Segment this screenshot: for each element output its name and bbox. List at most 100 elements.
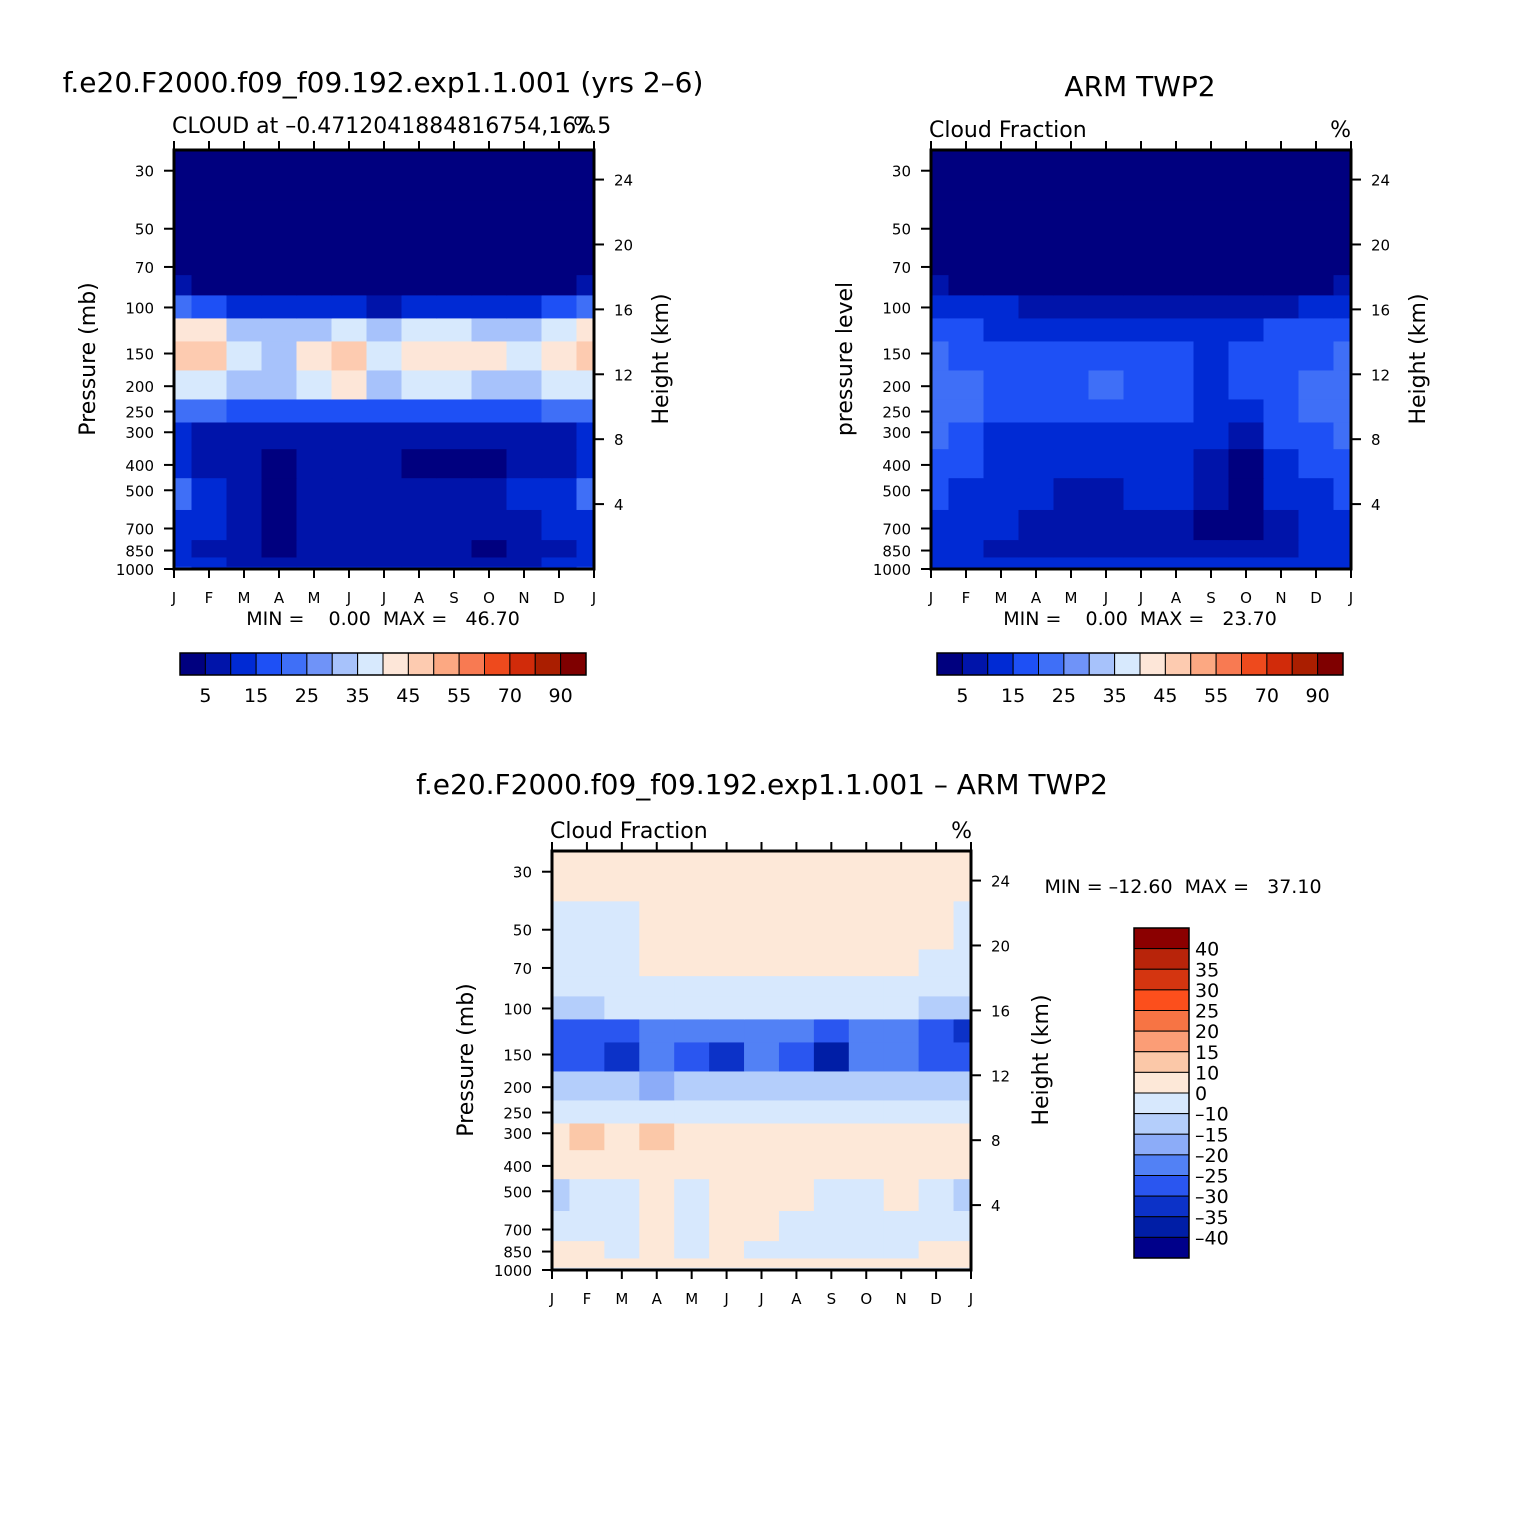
data-cell (1158, 509, 1195, 541)
data-cell (674, 851, 710, 902)
colorbar-swatch (458, 652, 485, 676)
data-cell (1228, 477, 1265, 510)
data-cell (552, 900, 571, 950)
data-cell (1088, 340, 1125, 371)
data-cell (948, 150, 985, 201)
x-tick-label: S (449, 589, 459, 607)
data-cell (226, 509, 263, 541)
data-cell (931, 199, 950, 249)
data-cell (953, 1099, 971, 1124)
data-cell (261, 274, 298, 296)
colorbar-swatch (1133, 1154, 1190, 1176)
colorbar-frame (936, 652, 1344, 676)
data-cell (709, 1240, 745, 1259)
data-cell (261, 398, 298, 423)
x-tick-label: O (1240, 589, 1252, 607)
y-tick-label: 850 (503, 1244, 532, 1262)
data-cell (261, 369, 298, 400)
data-cell (174, 369, 193, 400)
data-cell (813, 1178, 850, 1211)
data-cell (1088, 317, 1125, 342)
data-cell (436, 294, 473, 319)
data-cell (883, 1257, 920, 1268)
data-cell (1053, 294, 1090, 319)
data-cell (639, 1178, 675, 1211)
data-cell (1193, 199, 1230, 249)
data-cell (471, 294, 508, 319)
data-cell (331, 421, 368, 450)
data-cell (331, 317, 368, 342)
data-cell (983, 398, 1020, 423)
data-cell (674, 1070, 710, 1101)
data-cell (983, 448, 1020, 479)
data-cell (541, 398, 578, 423)
colorbar-label: 90 (1306, 685, 1330, 707)
y-tick-label: 250 (125, 404, 154, 422)
data-cell (639, 995, 675, 1020)
data-cell (1158, 317, 1195, 342)
data-cell (569, 1257, 605, 1268)
data-cell (191, 294, 228, 319)
data-cell (848, 851, 885, 902)
data-cell (918, 1041, 955, 1072)
data-cell (1193, 274, 1230, 296)
y-tick-label: 100 (882, 299, 911, 317)
data-cell (1333, 369, 1351, 400)
data-cell (1228, 369, 1265, 400)
data-cell (1228, 556, 1265, 567)
data-cell (813, 1070, 850, 1101)
data-cell (261, 294, 298, 319)
data-cell (948, 556, 985, 567)
data-cell (778, 1018, 815, 1043)
x-tick-label: F (205, 589, 214, 607)
data-cell (918, 851, 955, 902)
y-tick-label: 300 (882, 424, 911, 442)
data-cell (366, 509, 403, 541)
panel2-units: % (1330, 118, 1351, 143)
data-cell (744, 1149, 780, 1180)
y-tick-label: 500 (125, 482, 154, 500)
colorbar-swatch (1139, 652, 1166, 676)
data-cell (1228, 340, 1265, 371)
data-cell (953, 1257, 971, 1268)
x-tick-label: M (615, 1290, 628, 1308)
data-cell (401, 274, 438, 296)
y-tick-label: 400 (125, 457, 154, 475)
data-cell (331, 556, 368, 567)
data-cell (744, 1210, 780, 1242)
colorbar-swatch (1291, 652, 1319, 676)
data-cell (366, 556, 403, 567)
data-cell (576, 556, 594, 567)
y2-tick-label: 16 (1371, 301, 1390, 319)
data-cell (366, 448, 403, 479)
y-tick-label: 150 (882, 346, 911, 364)
data-cell (191, 317, 228, 342)
data-cell (1193, 509, 1230, 541)
data-cell (1018, 477, 1055, 510)
contour-field (931, 150, 1351, 569)
colorbar-label: 40 (1195, 939, 1219, 961)
data-cell (174, 294, 193, 319)
y2-tick-label: 4 (991, 1197, 1001, 1215)
data-cell (331, 398, 368, 423)
colorbar-swatch (1063, 652, 1090, 676)
data-cell (569, 1099, 605, 1124)
data-cell (1228, 539, 1265, 558)
data-cell (1158, 369, 1195, 400)
x-tick-label: J (171, 589, 176, 607)
data-cell (226, 398, 263, 423)
data-cell (1228, 448, 1265, 479)
x-tick-label: A (652, 1290, 663, 1308)
data-cell (576, 477, 594, 510)
data-cell (506, 448, 543, 479)
data-cell (1088, 274, 1125, 296)
data-cell (576, 294, 594, 319)
colorbar-label: 35 (346, 685, 370, 707)
data-cell (401, 509, 438, 541)
data-cell (813, 1041, 850, 1072)
data-cell (1053, 556, 1090, 567)
data-cell (366, 247, 403, 276)
data-cell (261, 477, 298, 510)
data-cell (296, 274, 333, 296)
data-cell (948, 317, 985, 342)
